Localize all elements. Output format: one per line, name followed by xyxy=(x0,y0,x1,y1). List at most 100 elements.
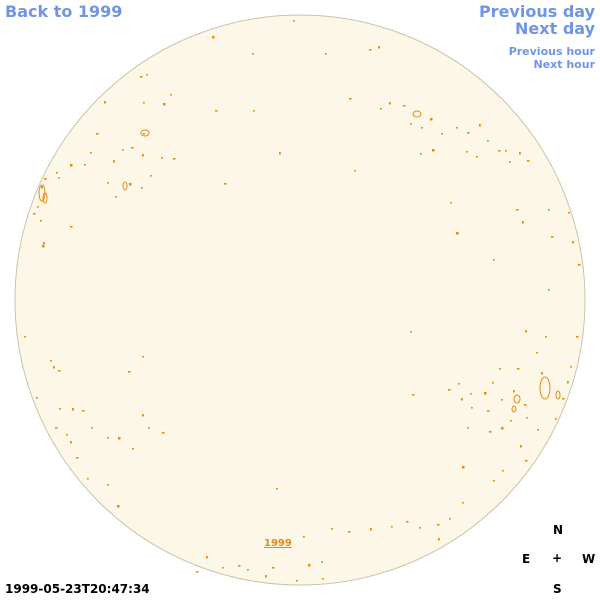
active-region-speck xyxy=(456,232,459,235)
next-day-link[interactable]: Next day xyxy=(515,19,595,38)
back-to-year-link[interactable]: Back to 1999 xyxy=(5,2,123,21)
active-region-speck xyxy=(56,172,58,174)
active-region-speck xyxy=(525,330,527,333)
active-region-speck xyxy=(96,133,99,135)
active-region-speck xyxy=(502,470,504,472)
active-region-speck xyxy=(524,404,527,406)
active-region-speck xyxy=(505,150,507,152)
year-link[interactable]: 1999 xyxy=(264,538,292,549)
active-region-speck xyxy=(66,434,68,436)
active-region-speck xyxy=(525,460,528,462)
active-region-speck xyxy=(331,528,333,530)
active-region-speck xyxy=(118,437,121,440)
active-region-speck xyxy=(90,152,92,154)
active-region-speck xyxy=(150,175,152,177)
active-region-speck xyxy=(58,370,61,372)
active-region-speck xyxy=(293,20,295,22)
active-region-speck xyxy=(354,170,356,172)
active-region-speck xyxy=(519,152,521,155)
active-region-speck xyxy=(146,74,148,76)
active-region-speck xyxy=(527,160,530,162)
active-region-contour xyxy=(140,129,150,137)
active-region-contour xyxy=(539,376,551,400)
active-region-speck xyxy=(430,118,433,121)
active-region-speck xyxy=(479,124,481,127)
active-region-speck xyxy=(143,102,145,104)
active-region-speck xyxy=(222,567,224,569)
active-region-speck xyxy=(562,398,565,400)
active-region-speck xyxy=(148,427,150,429)
active-region-speck xyxy=(403,105,406,107)
active-region-speck xyxy=(572,241,574,244)
active-region-speck xyxy=(296,580,298,582)
active-region-contour xyxy=(555,390,561,400)
active-region-speck xyxy=(462,466,465,469)
compass-east-label: E xyxy=(522,552,531,566)
active-region-speck xyxy=(461,398,463,401)
active-region-speck xyxy=(489,431,492,433)
previous-day-link[interactable]: Previous day xyxy=(478,2,595,21)
active-region-speck xyxy=(142,154,144,157)
active-region-speck xyxy=(410,123,412,125)
active-region-speck xyxy=(458,383,460,385)
active-region-speck xyxy=(420,153,422,155)
active-region-speck xyxy=(91,427,93,429)
active-region-speck xyxy=(279,152,281,155)
next-hour-link[interactable]: Next hour xyxy=(533,58,596,71)
active-region-speck xyxy=(441,133,443,135)
active-region-speck xyxy=(517,368,520,370)
active-region-speck xyxy=(526,417,528,419)
active-region-speck xyxy=(378,46,380,49)
active-region-speck xyxy=(104,101,106,104)
active-region-speck xyxy=(555,418,557,420)
active-region-speck xyxy=(541,372,543,375)
active-region-speck xyxy=(470,393,472,395)
active-region-speck xyxy=(349,98,352,100)
active-region-speck xyxy=(107,484,109,486)
active-region-speck xyxy=(501,399,503,401)
active-region-speck xyxy=(449,518,451,520)
active-region-speck xyxy=(115,196,117,198)
active-region-speck xyxy=(170,94,172,96)
active-region-speck xyxy=(107,182,109,184)
active-region-speck xyxy=(410,331,412,333)
active-region-speck xyxy=(437,524,440,526)
active-region-speck xyxy=(107,437,109,439)
active-region-speck xyxy=(76,457,79,459)
active-region-speck xyxy=(448,389,451,391)
active-region-speck xyxy=(510,420,512,422)
active-region-speck xyxy=(369,49,372,51)
active-region-speck xyxy=(325,53,327,55)
active-region-speck xyxy=(42,245,45,248)
active-region-speck xyxy=(322,578,324,580)
active-region-speck xyxy=(36,397,38,399)
active-region-speck xyxy=(412,394,415,396)
active-region-speck xyxy=(419,527,421,529)
active-region-speck xyxy=(247,569,249,571)
active-region-speck xyxy=(161,157,163,159)
compass-south-label: S xyxy=(553,582,562,596)
active-region-speck xyxy=(44,178,47,180)
active-region-speck xyxy=(59,408,61,410)
active-region-speck xyxy=(55,427,58,429)
active-region-speck xyxy=(58,177,60,179)
active-region-speck xyxy=(432,149,435,152)
active-region-speck xyxy=(467,427,469,429)
solar-disk xyxy=(14,14,586,586)
active-region-speck xyxy=(421,127,423,129)
active-region-speck xyxy=(493,259,495,261)
previous-hour-link[interactable]: Previous hour xyxy=(508,45,595,58)
active-region-speck xyxy=(129,183,132,186)
active-region-speck xyxy=(40,220,42,222)
active-region-speck xyxy=(516,209,519,211)
active-region-speck xyxy=(476,156,478,158)
active-region-contours xyxy=(24,20,581,582)
active-region-speck xyxy=(224,183,227,185)
active-region-speck xyxy=(487,140,489,142)
active-region-speck xyxy=(196,571,199,573)
active-region-speck xyxy=(536,352,538,354)
active-region-speck xyxy=(265,575,267,578)
active-region-speck xyxy=(143,133,145,135)
active-region-speck xyxy=(70,441,72,444)
